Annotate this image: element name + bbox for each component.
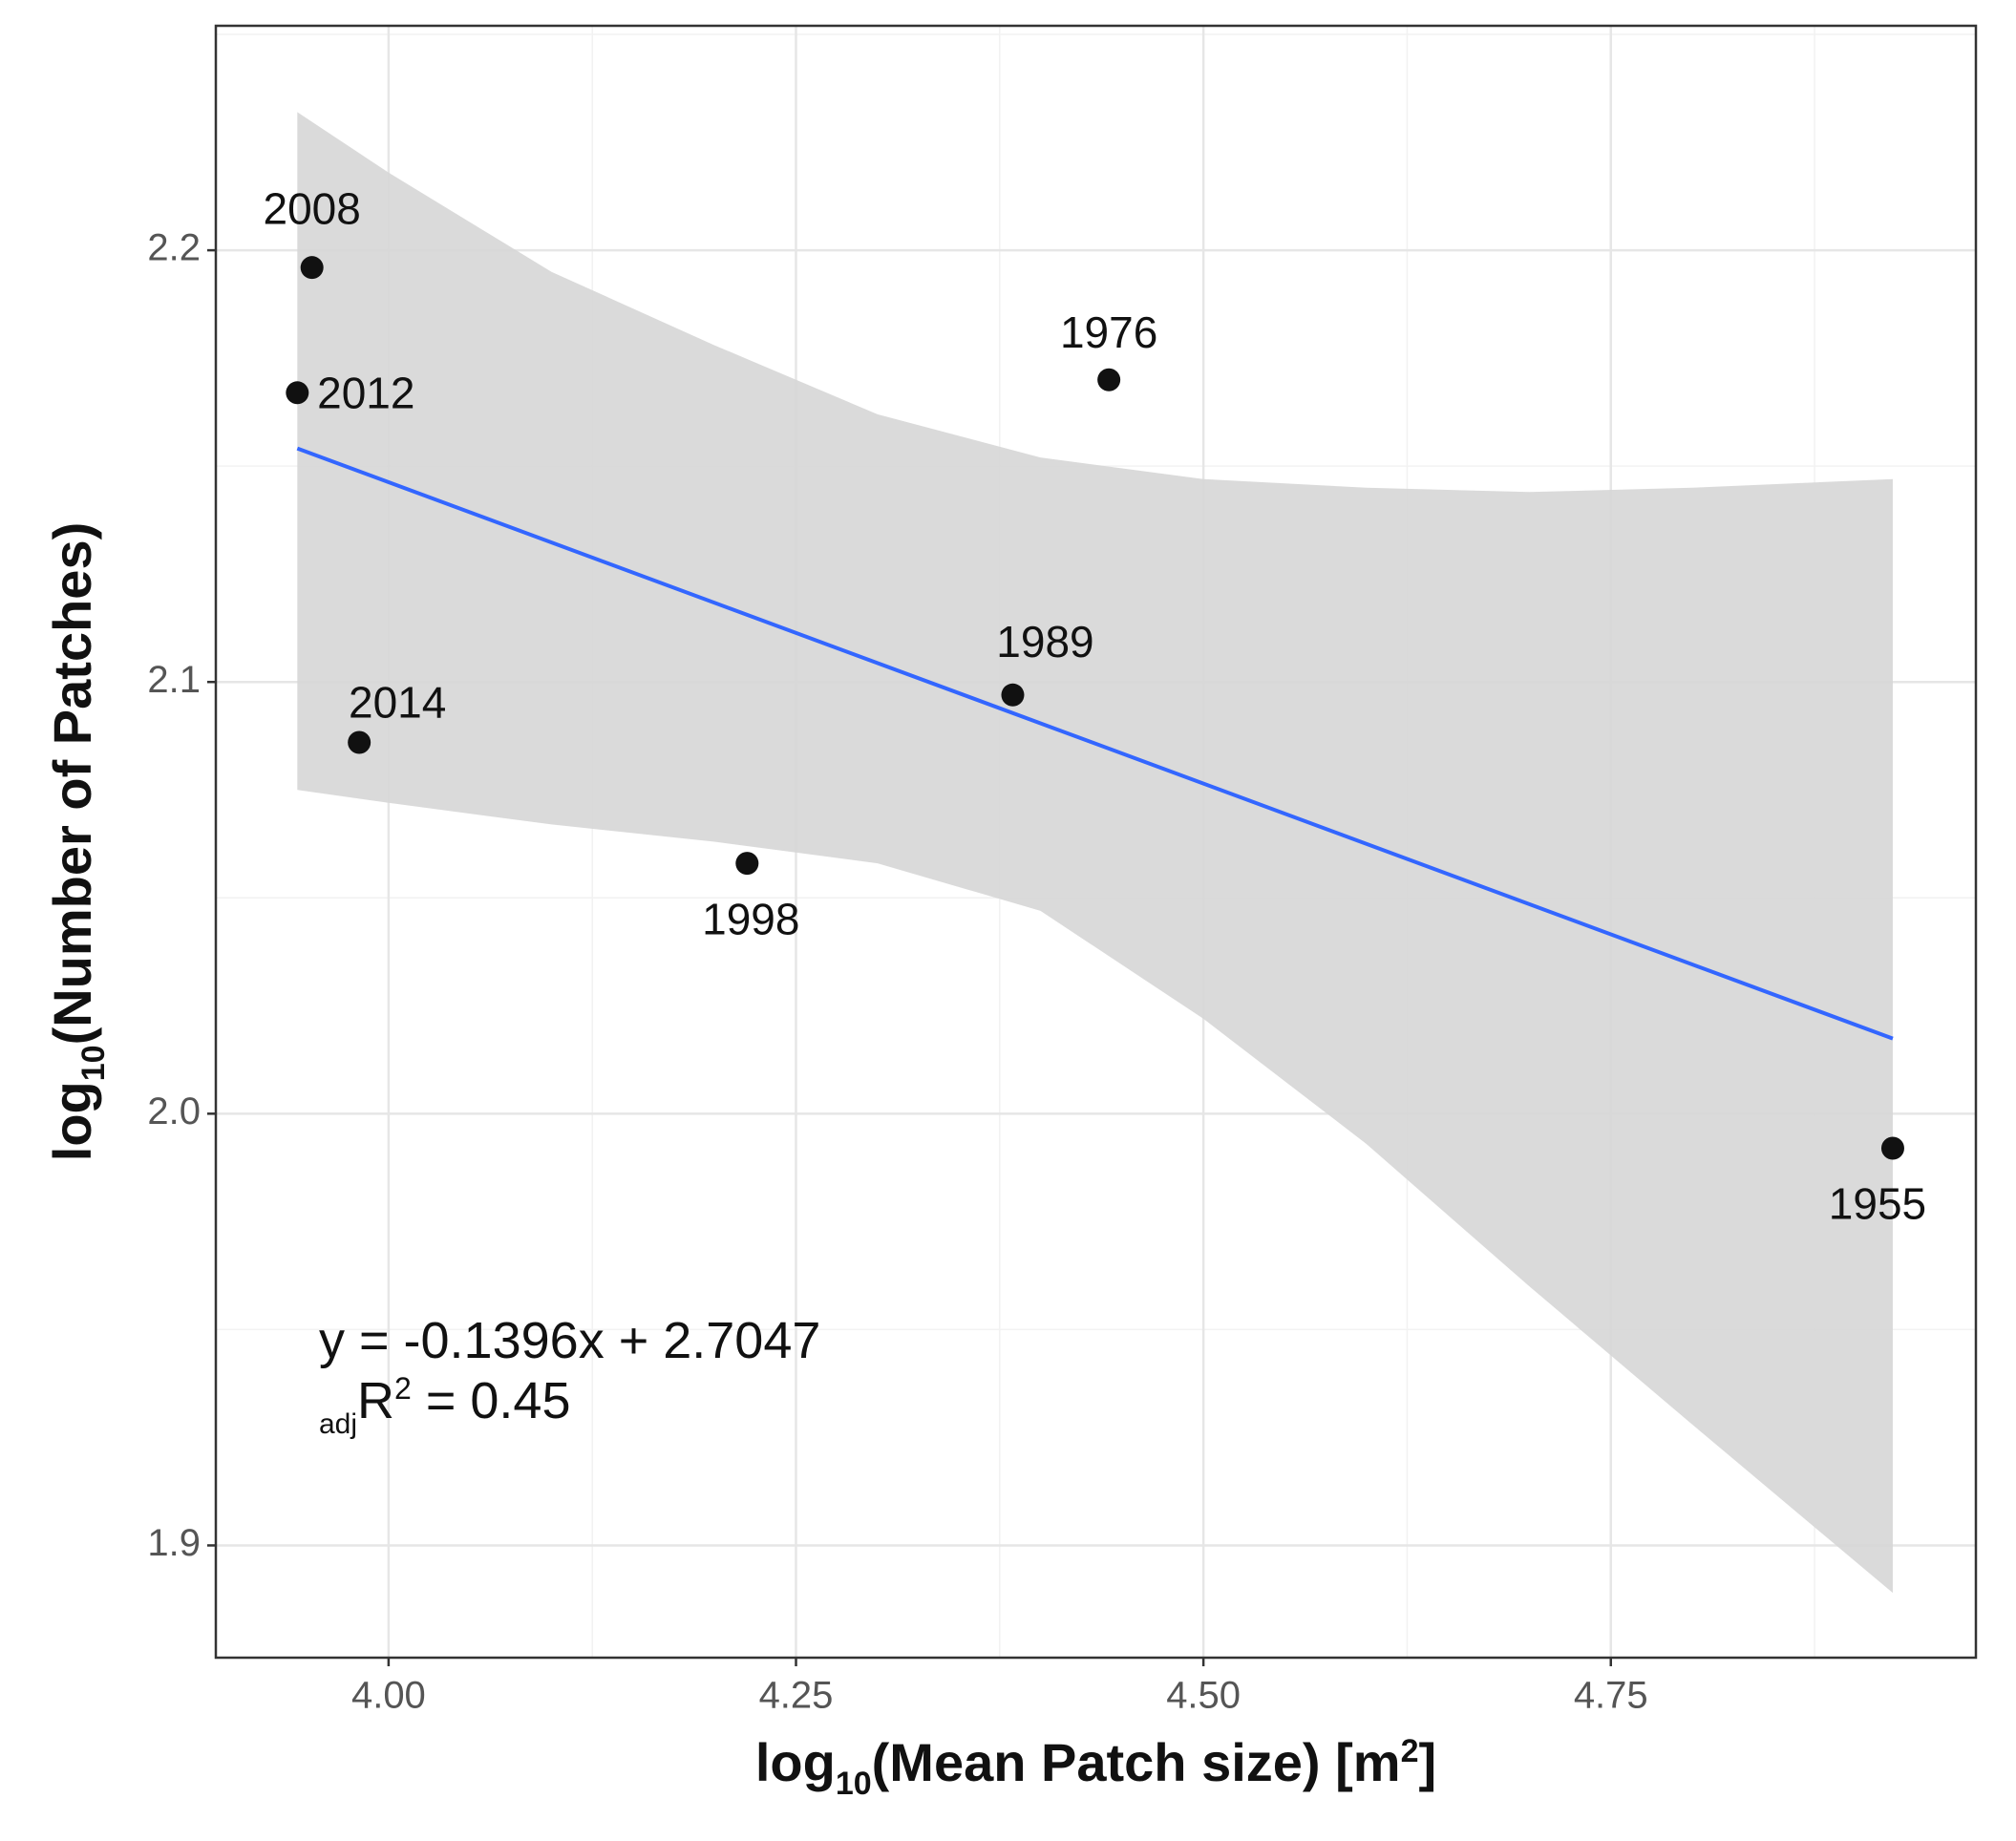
point xyxy=(735,852,759,876)
r-squared: adjR2 = 0.45 xyxy=(319,1371,570,1440)
point-label: 1989 xyxy=(996,617,1093,667)
text-part: 10 xyxy=(836,1766,872,1802)
point xyxy=(1001,683,1025,707)
panel-border xyxy=(214,24,1978,1660)
point xyxy=(300,256,324,280)
point xyxy=(348,730,371,754)
x-tick-label: 4.25 xyxy=(759,1675,834,1717)
text-part: = 0.45 xyxy=(412,1372,571,1429)
y-tick-label: 2.1 xyxy=(147,659,201,701)
text-part: 10 xyxy=(75,1045,112,1081)
y-tick-label: 1.9 xyxy=(147,1522,201,1564)
text-part: adj xyxy=(319,1408,357,1440)
point xyxy=(286,381,309,405)
regression-line xyxy=(296,446,1894,1041)
text-part: 2 xyxy=(1401,1733,1419,1769)
point-label: 2008 xyxy=(264,183,361,233)
x-tick-label: 4.00 xyxy=(351,1675,426,1717)
y-axis-title: log10(Number of Patches) xyxy=(42,522,112,1161)
point-label: 2014 xyxy=(349,678,446,728)
text-part: (Mean Patch size) [m xyxy=(872,1732,1401,1792)
point xyxy=(1097,368,1121,391)
point-label: 1998 xyxy=(702,894,799,943)
text-part: R xyxy=(357,1372,394,1429)
text-part: 2 xyxy=(394,1371,412,1406)
confidence-band xyxy=(297,112,1893,1594)
point xyxy=(1880,1136,1904,1160)
y-tick-label: 2.2 xyxy=(147,227,201,269)
equation: y = -0.1396x + 2.7047 xyxy=(319,1312,820,1369)
x-axis-title: log10(Mean Patch size) [m2] xyxy=(755,1732,1436,1802)
x-tick-label: 4.50 xyxy=(1166,1675,1241,1717)
x-tick-label: 4.75 xyxy=(1574,1675,1648,1717)
point-label: 2012 xyxy=(317,368,414,417)
text-part: log xyxy=(755,1732,836,1792)
text-part: ] xyxy=(1418,1732,1436,1792)
point-label: 1955 xyxy=(1829,1179,1926,1229)
point-label: 1976 xyxy=(1060,307,1157,357)
text-part: (Number of Patches) xyxy=(42,522,102,1046)
y-tick-label: 2.0 xyxy=(147,1090,201,1132)
text-part: log xyxy=(42,1081,102,1161)
